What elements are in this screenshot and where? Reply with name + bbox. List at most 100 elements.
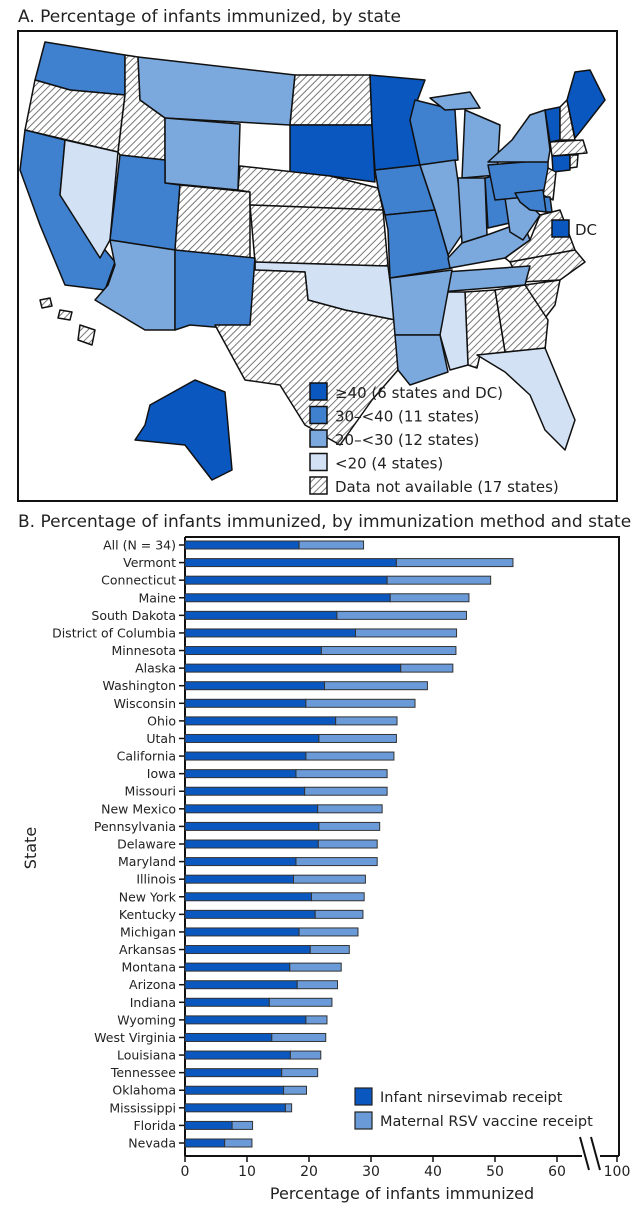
bar-nirsevimab	[184, 1103, 286, 1113]
bar-chart: 0 10 20 30 40 50 60 100 Percentage of infants im…	[21, 536, 630, 1203]
category-label: Washington	[103, 678, 176, 693]
bar-maternal-vaccine	[281, 1068, 319, 1078]
bar-maternal-vaccine	[298, 540, 365, 550]
state-nv	[59, 139, 119, 259]
bar-nirsevimab	[184, 874, 294, 884]
bar-nirsevimab	[184, 857, 297, 867]
category-label: Utah	[146, 731, 176, 746]
state-ct	[551, 154, 571, 173]
bar-maternal-vaccine	[324, 681, 428, 691]
bar-nirsevimab	[184, 681, 325, 691]
bar-maternal-vaccine	[400, 663, 454, 673]
state-ri	[569, 154, 579, 169]
state-mi	[429, 91, 481, 111]
bar-nirsevimab	[184, 610, 338, 620]
category-label: Arkansas	[119, 942, 176, 957]
x-tick-label: 40	[424, 1164, 442, 1180]
legend-swatch-ge40	[309, 382, 328, 401]
legend-label: Data not available (17 states)	[335, 478, 559, 496]
category-label: Illinois	[136, 872, 176, 887]
bar-maternal-vaccine	[283, 1085, 308, 1095]
bar-nirsevimab	[184, 980, 298, 990]
bar-maternal-vaccine	[224, 1138, 253, 1148]
map-legend: ≥40 (6 states and DC) 30–<40 (11 states) 2…	[309, 382, 559, 496]
bar-maternal-vaccine	[355, 628, 458, 638]
dc-swatch	[551, 219, 570, 238]
bar-maternal-vaccine	[289, 1050, 322, 1060]
bar-maternal-vaccine	[318, 733, 397, 743]
bar-nirsevimab	[184, 1050, 291, 1060]
state-la	[394, 334, 449, 386]
legend-label: <20 (4 states)	[335, 455, 443, 473]
category-label: Kentucky	[119, 907, 177, 922]
dc-label: DC	[575, 221, 597, 239]
category-label: Delaware	[117, 837, 176, 852]
bar-nirsevimab	[184, 769, 297, 779]
state-me	[566, 69, 606, 139]
bar-maternal-vaccine	[305, 751, 395, 761]
axis-break-mark	[590, 1136, 601, 1171]
bar-maternal-vaccine	[336, 610, 467, 620]
bar-maternal-vaccine	[271, 1032, 327, 1042]
state-hi	[39, 297, 53, 309]
category-label: Arizona	[129, 977, 176, 992]
category-label: South Dakota	[91, 608, 176, 623]
category-label: Indiana	[130, 995, 176, 1010]
legend-swatch-lt20	[309, 452, 328, 472]
state-hi	[57, 309, 73, 321]
category-label: Wisconsin	[114, 696, 176, 711]
bar-nirsevimab	[184, 892, 312, 902]
bar-nirsevimab	[184, 909, 316, 919]
chart-legend-label: Infant nirsevimab receipt	[380, 1090, 563, 1106]
x-tick-label: 20	[300, 1164, 318, 1180]
state-nj	[542, 167, 557, 201]
legend-label: 30–<40 (11 states)	[335, 408, 479, 426]
us-map	[19, 41, 606, 481]
bar-nirsevimab	[184, 804, 319, 814]
state-co	[174, 184, 251, 259]
category-label: New Mexico	[101, 801, 176, 816]
bar-maternal-vaccine	[317, 804, 383, 814]
bar-nirsevimab	[184, 628, 356, 638]
category-label: Mississippi	[109, 1100, 176, 1115]
category-label: Maryland	[118, 854, 176, 869]
chart-legend-swatch	[354, 1111, 373, 1130]
bar-nirsevimab	[184, 821, 320, 831]
state-hi	[77, 324, 96, 346]
bar-maternal-vaccine	[284, 1103, 293, 1113]
x-tick-label: 50	[486, 1164, 504, 1180]
category-label: New York	[119, 889, 177, 904]
x-tick-label: 10	[238, 1164, 256, 1180]
bar-maternal-vaccine	[309, 945, 350, 955]
bar-nirsevimab	[184, 839, 319, 849]
bar-nirsevimab	[184, 751, 307, 761]
bar-nirsevimab	[184, 558, 397, 568]
state-il	[419, 159, 466, 256]
category-label: District of Columbia	[52, 625, 176, 640]
plot-frame	[185, 536, 620, 1156]
bar-nirsevimab	[184, 927, 300, 937]
bar-maternal-vaccine	[293, 874, 366, 884]
x-axis-label: Percentage of infants immunized	[270, 1184, 534, 1203]
chart-title: B. Percentage of infants immunized, by i…	[18, 512, 631, 532]
bar-maternal-vaccine	[318, 821, 381, 831]
state-tx	[214, 257, 399, 446]
bar-maternal-vaccine	[386, 575, 492, 585]
bar-maternal-vaccine	[295, 857, 378, 867]
bar-nirsevimab	[184, 733, 320, 743]
category-label: Iowa	[147, 766, 176, 781]
bar-maternal-vaccine	[298, 927, 359, 937]
category-label: Missouri	[125, 784, 176, 799]
state-mt	[137, 56, 296, 126]
bar-nirsevimab	[184, 716, 337, 726]
category-label: Oklahoma	[112, 1083, 176, 1098]
state-nm	[174, 249, 256, 331]
chart-legend-swatch	[354, 1087, 373, 1106]
bar-nirsevimab	[184, 1015, 307, 1025]
bar-maternal-vaccine	[314, 909, 364, 919]
bar-maternal-vaccine	[335, 716, 398, 726]
state-in	[457, 177, 488, 244]
bar-maternal-vaccine	[268, 997, 333, 1007]
bar-nirsevimab	[184, 698, 307, 708]
category-label: Ohio	[147, 713, 176, 728]
